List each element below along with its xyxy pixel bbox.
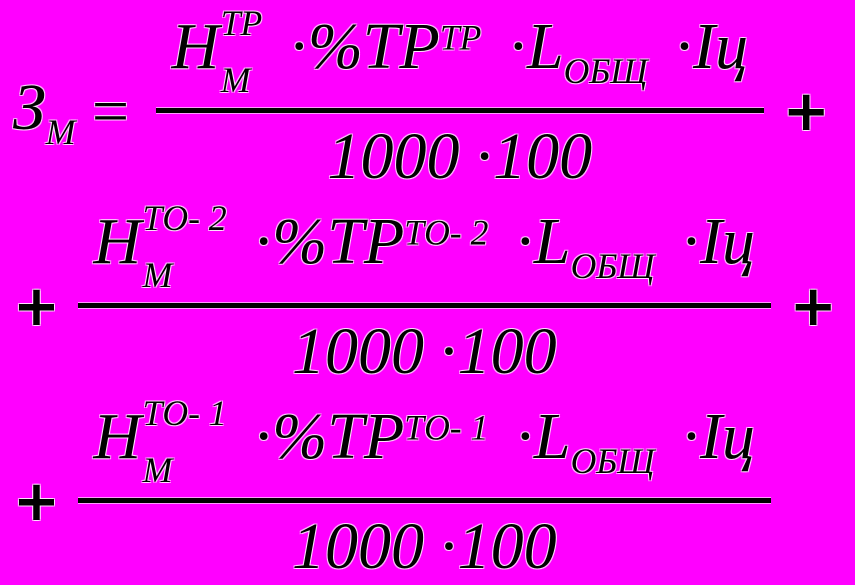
- h-supsub-stack: ТО- 2 М: [142, 198, 227, 296]
- fraction-bar: [77, 498, 772, 503]
- l-base-symbol: L: [533, 399, 571, 473]
- denominator-to2: 1000·100: [292, 308, 557, 386]
- fraction-term-to2: Н ТО- 2 М ·%ТРТО- 2 ·LОБЩ ·Iц 1000·100: [77, 199, 772, 387]
- h-superscript: ТР: [220, 3, 263, 44]
- l-subscript: ОБЩ: [570, 245, 655, 286]
- plus-operator: +: [782, 79, 830, 144]
- h-base-symbol: Н: [93, 204, 142, 278]
- h-base-symbol: Н: [171, 9, 220, 83]
- fraction-term-tr: Н ТР М ·%ТРТР ·LОБЩ ·Iц 1000·100: [155, 4, 765, 192]
- h-subscript: М: [142, 255, 173, 296]
- denominator-to1: 1000·100: [292, 503, 557, 581]
- numerator-to2: Н ТО- 2 М ·%ТРТО- 2 ·LОБЩ ·Iц: [78, 199, 772, 303]
- l-subscript: ОБЩ: [563, 50, 648, 91]
- plus-operator: +: [13, 274, 60, 339]
- multiplication-dot: ·: [439, 510, 457, 583]
- h-superscript: ТО- 1: [142, 393, 227, 434]
- plus-operator: +: [789, 274, 837, 339]
- equals-sign: =: [91, 74, 130, 148]
- denominator-1000: 1000: [291, 510, 424, 583]
- multiplication-dot: ·: [682, 399, 699, 473]
- price-index-symbol: Iц: [700, 204, 756, 278]
- multiplication-dot: ·: [516, 204, 533, 278]
- lhs-base-symbol: З: [13, 71, 46, 145]
- percent-tr-symbol: %ТР: [272, 399, 405, 473]
- denominator-100: 100: [457, 315, 557, 388]
- denominator-1000: 1000: [327, 120, 460, 193]
- denominator-tr: 1000·100: [328, 113, 593, 191]
- multiplication-dot: ·: [254, 399, 271, 473]
- h-base-symbol: Н: [93, 399, 142, 473]
- multiplication-dot: ·: [290, 9, 307, 83]
- multiplication-dot: ·: [509, 9, 526, 83]
- formula-row-1: ЗМ = Н ТР М ·%ТРТР ·LОБЩ ·Iц 1000·100 +: [0, 0, 855, 195]
- numerator-to1: Н ТО- 1 М ·%ТРТО- 1 ·LОБЩ ·Iц: [78, 394, 772, 498]
- h-subscript: М: [220, 60, 251, 101]
- percent-superscript: ТО- 2: [404, 212, 489, 253]
- percent-superscript: ТР: [439, 17, 482, 58]
- percent-superscript: ТО- 1: [404, 407, 489, 448]
- h-supsub-stack: ТО- 1 М: [142, 393, 227, 491]
- percent-tr-symbol: %ТР: [307, 9, 440, 83]
- l-base-symbol: L: [533, 204, 571, 278]
- h-supsub-stack: ТР М: [220, 3, 263, 101]
- multiplication-dot: ·: [682, 204, 699, 278]
- denominator-100: 100: [457, 510, 557, 583]
- denominator-100: 100: [493, 120, 593, 193]
- lhs-subscript: М: [45, 111, 76, 152]
- formula-row-2: + Н ТО- 2 М ·%ТРТО- 2 ·LОБЩ ·Iц 1000·100 +: [0, 195, 855, 390]
- fraction-bar: [77, 303, 772, 308]
- numerator-tr: Н ТР М ·%ТРТР ·LОБЩ ·Iц: [156, 4, 764, 108]
- denominator-1000: 1000: [291, 315, 424, 388]
- multiplication-dot: ·: [254, 204, 271, 278]
- fraction-bar: [155, 108, 765, 113]
- price-index-symbol: Iц: [693, 9, 749, 83]
- l-subscript: ОБЩ: [570, 440, 655, 481]
- fraction-term-to1: Н ТО- 1 М ·%ТРТО- 1 ·LОБЩ ·Iц 1000·100: [77, 394, 772, 582]
- lhs-group: ЗМ: [13, 70, 75, 153]
- l-base-symbol: L: [526, 9, 564, 83]
- multiplication-dot: ·: [516, 399, 533, 473]
- multiplication-dot: ·: [675, 9, 692, 83]
- multiplication-dot: ·: [475, 120, 492, 193]
- formula-row-3: + Н ТО- 1 М ·%ТРТО- 1 ·LОБЩ ·Iц 1000·100: [0, 390, 855, 585]
- h-subscript: М: [142, 450, 173, 491]
- h-superscript: ТО- 2: [142, 198, 227, 239]
- plus-operator: +: [13, 469, 60, 534]
- multiplication-dot: ·: [439, 315, 457, 388]
- percent-tr-symbol: %ТР: [272, 204, 405, 278]
- price-index-symbol: Iц: [700, 399, 756, 473]
